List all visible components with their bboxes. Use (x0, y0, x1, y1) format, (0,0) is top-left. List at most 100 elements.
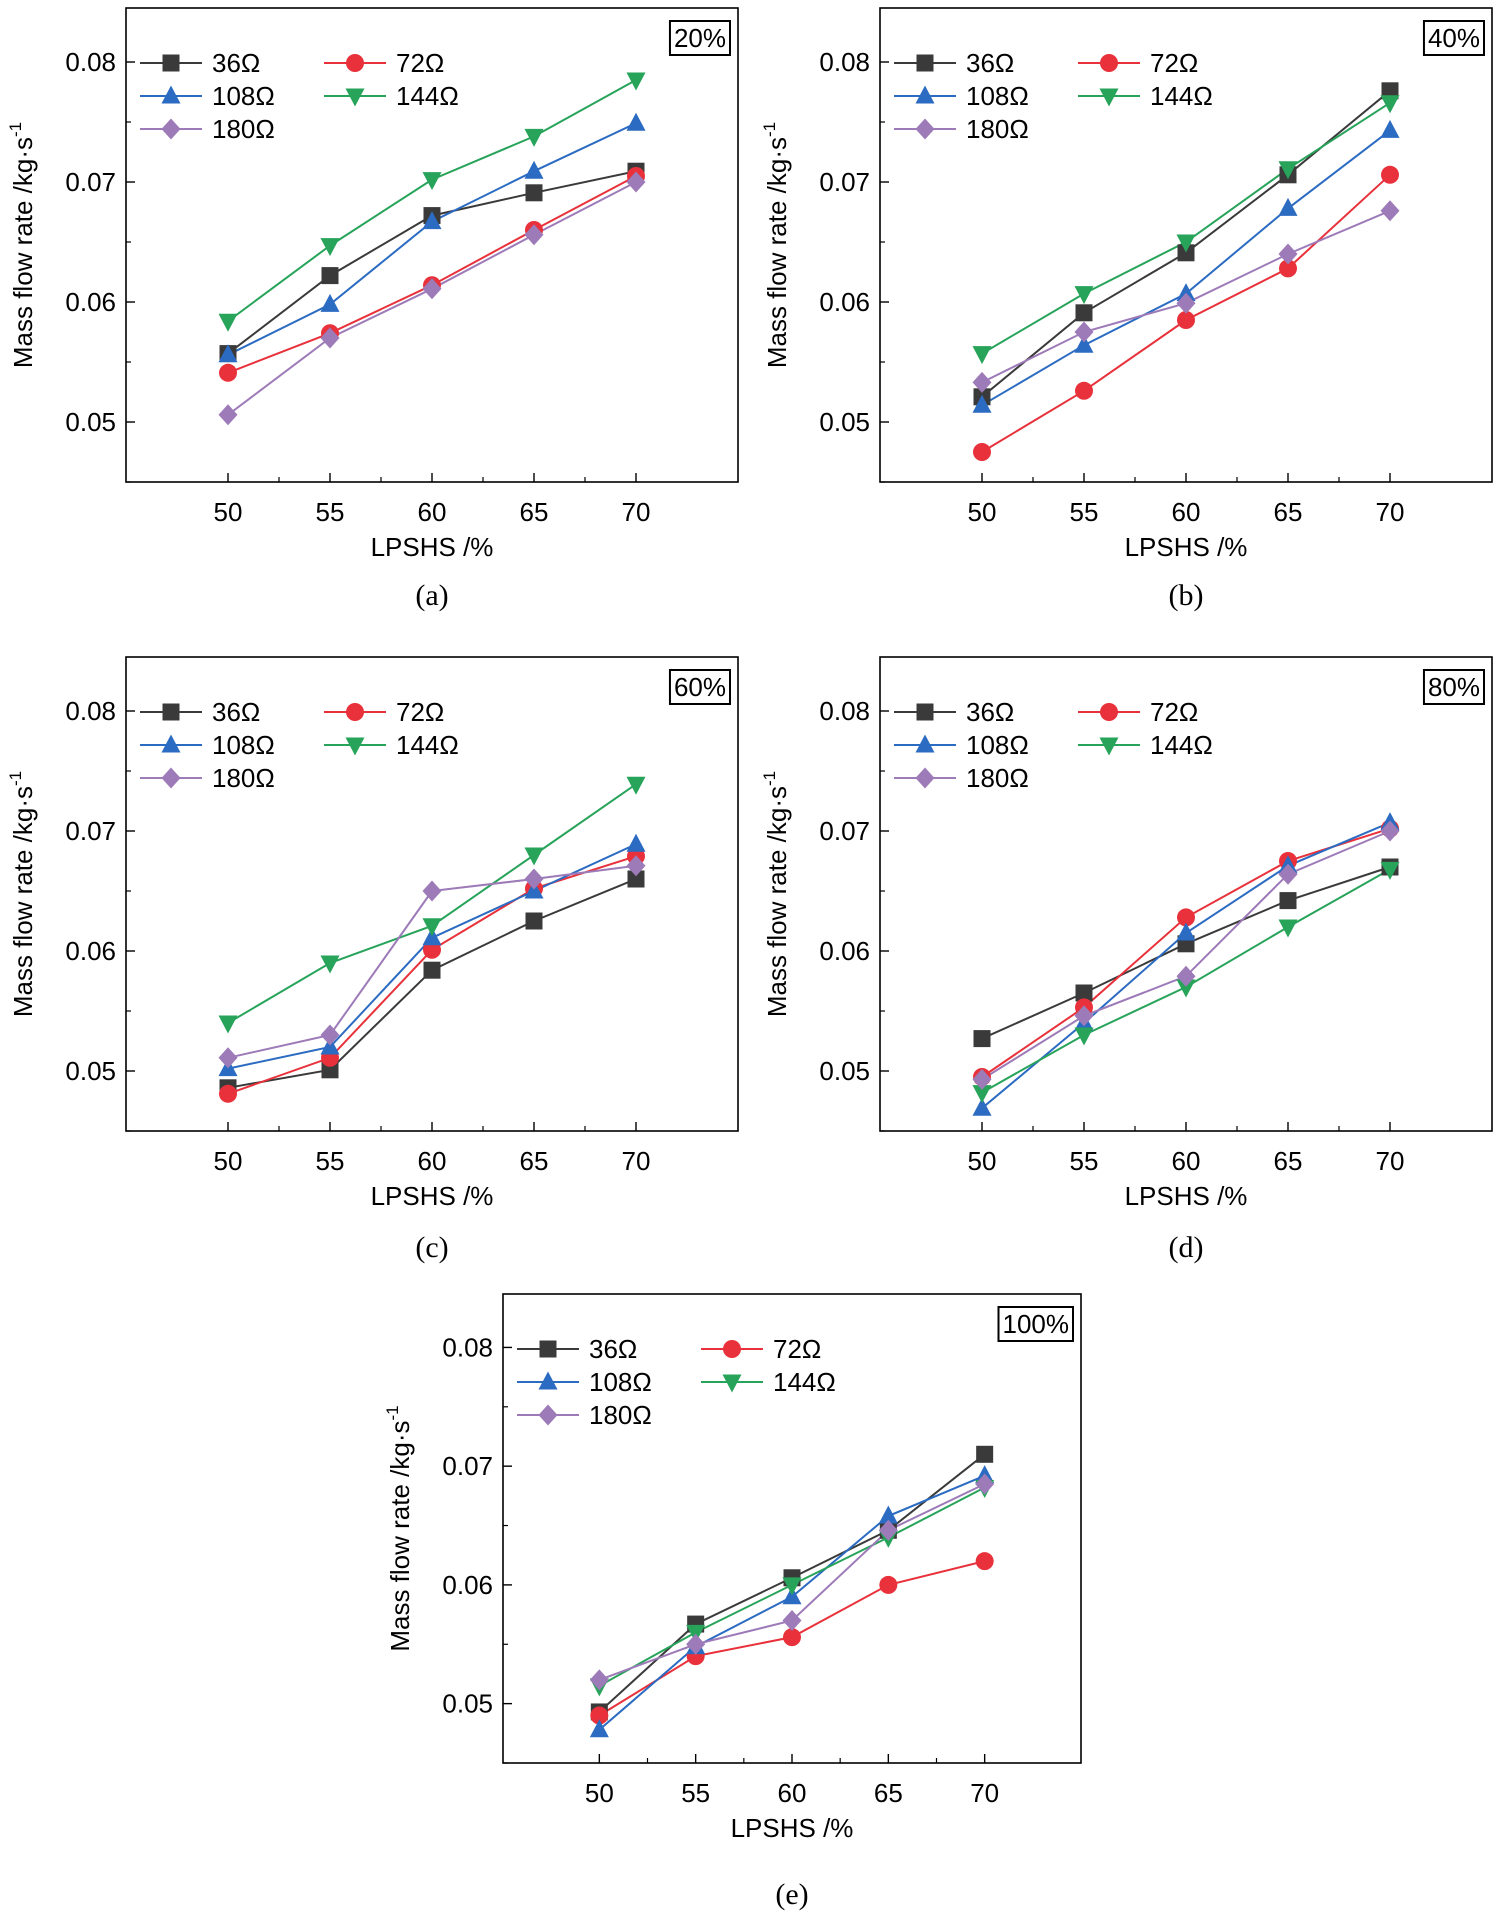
data-point (1074, 1005, 1094, 1027)
y-tick-label: 0.06 (819, 287, 870, 317)
data-point (524, 128, 544, 147)
data-point (1278, 863, 1298, 885)
data-point (218, 404, 238, 426)
annotation-box (668, 20, 731, 56)
y-tick-label: 0.07 (819, 816, 870, 846)
legend-marker (346, 703, 364, 721)
legend-label: 72Ω (396, 48, 444, 78)
data-point (627, 870, 645, 888)
y-axis-label: Mass flow rate /kg·s-1 (6, 771, 38, 1017)
x-axis-label: LPSHS /% (1125, 1181, 1248, 1211)
panel-caption: (b) (1169, 579, 1204, 612)
series-line-108Ω (981, 821, 1391, 1109)
chart-panel-d: 50 55 60 65 70 0.05 0.06 0.07 0.08 LPSHS /% Mass f… (760, 656, 1493, 1264)
series-line-36Ω (981, 866, 1391, 1040)
legend-marker (1099, 737, 1119, 756)
y-axis-label: Mass flow rate /kg·s-1 (383, 1405, 415, 1651)
y-tick-label: 0.08 (442, 1332, 493, 1362)
legend: 36Ω 72Ω 108Ω 144Ω 180Ω (140, 48, 459, 144)
data-point (320, 327, 340, 349)
legend-marker (915, 734, 935, 753)
x-tick-label: 50 (968, 1146, 997, 1176)
data-point (879, 1575, 898, 1594)
data-point (626, 171, 646, 193)
legend-label: 180Ω (212, 763, 275, 793)
legend-marker (345, 88, 365, 107)
legend: 36Ω 72Ω 108Ω 144Ω 180Ω (894, 697, 1213, 793)
x-tick-label: 65 (520, 497, 549, 527)
legend-marker (162, 703, 180, 721)
data-point (1177, 908, 1195, 927)
y-axis-label-text: Mass flow rate /kg·s (762, 786, 792, 1017)
data-point (1279, 259, 1297, 278)
data-point (1074, 321, 1094, 343)
data-point (218, 1047, 238, 1069)
data-point (783, 1628, 801, 1647)
x-tick-label: 70 (970, 1778, 999, 1808)
y-axis-label-superscript: -1 (760, 122, 779, 137)
legend-label: 108Ω (589, 1367, 652, 1397)
annotation-label: 80% (1428, 672, 1480, 702)
data-point (1177, 244, 1195, 262)
data-point (686, 1633, 706, 1655)
data-point (1381, 165, 1399, 184)
y-axis-label: Mass flow rate /kg·s-1 (760, 122, 792, 368)
annotation-label: 20% (674, 23, 726, 53)
legend-marker (723, 1340, 741, 1358)
data-point (975, 1473, 995, 1495)
x-tick-label: 50 (585, 1778, 614, 1808)
data-point (1279, 892, 1297, 910)
data-point (422, 278, 442, 300)
legend-label: 144Ω (1150, 730, 1213, 760)
x-tick-label: 55 (316, 1146, 345, 1176)
annotation-box (1422, 669, 1485, 705)
y-axis-label-text: Mass flow rate /kg·s (385, 1420, 415, 1651)
chart-panel-e: 50 55 60 65 70 0.05 0.06 0.07 0.08 LPSHS /% Mass f… (383, 1293, 1082, 1911)
data-point (218, 344, 238, 363)
data-point (219, 1084, 237, 1103)
data-point (1074, 334, 1094, 353)
legend-label: 144Ω (773, 1367, 836, 1397)
annotation-label: 100% (1003, 1309, 1070, 1339)
data-point (878, 1505, 898, 1524)
data-point (321, 267, 339, 285)
data-point (973, 443, 991, 461)
x-tick-label: 65 (874, 1778, 903, 1808)
y-tick-label: 0.07 (65, 167, 116, 197)
data-point (972, 346, 992, 365)
legend-label: 72Ω (396, 697, 444, 727)
x-tick-label: 50 (214, 1146, 243, 1176)
data-point (1176, 292, 1196, 314)
chart-panel-c: 50 55 60 65 70 0.05 0.06 0.07 0.08 LPSHS /% Mass f… (6, 656, 739, 1264)
x-tick-label: 60 (1172, 1146, 1201, 1176)
data-point (320, 238, 340, 257)
legend-marker (161, 767, 181, 789)
legend-marker (722, 1374, 742, 1393)
data-point (1074, 1027, 1094, 1046)
data-point (320, 955, 340, 974)
x-tick-label: 60 (778, 1778, 807, 1808)
series-line-72Ω (981, 827, 1391, 1078)
x-tick-label: 50 (214, 497, 243, 527)
annotation-box (1422, 20, 1485, 56)
data-point (422, 172, 442, 191)
data-point (1278, 161, 1298, 180)
data-point (320, 1024, 340, 1046)
data-point (524, 847, 544, 866)
data-point (626, 776, 646, 795)
x-tick-label: 70 (1376, 1146, 1405, 1176)
x-tick-label: 70 (1376, 497, 1405, 527)
y-tick-label: 0.06 (819, 936, 870, 966)
plot-frame (879, 656, 1493, 1132)
legend-marker (916, 703, 934, 721)
annotation-label: 40% (1428, 23, 1480, 53)
legend-marker (161, 85, 181, 104)
series-line-108Ω (227, 122, 637, 356)
data-point (525, 184, 543, 202)
y-tick-label: 0.08 (819, 47, 870, 77)
data-point (782, 1610, 802, 1632)
data-point (524, 224, 544, 246)
legend-label: 144Ω (396, 730, 459, 760)
data-point (1177, 311, 1195, 329)
legend-marker (162, 54, 180, 72)
